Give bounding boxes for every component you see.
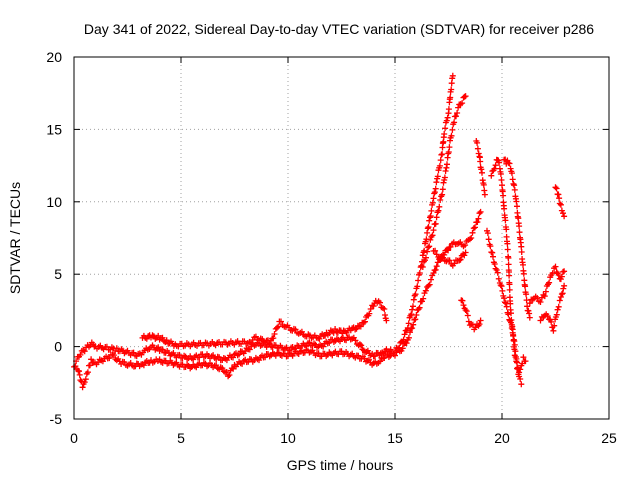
series-jump-c <box>473 138 488 198</box>
y-tick-label: 0 <box>54 339 62 355</box>
series-tail-d <box>484 227 525 388</box>
series-late-g <box>526 263 568 307</box>
series-spike-e <box>488 156 529 376</box>
series-late-h <box>537 282 568 334</box>
series-dropped-b <box>458 297 484 333</box>
x-tick-label: 0 <box>70 430 78 446</box>
series-late-i <box>552 184 568 220</box>
grid <box>74 57 609 419</box>
x-tick-label: 10 <box>280 430 296 446</box>
series-base-mid <box>73 334 394 365</box>
series-base-high <box>139 297 390 350</box>
data-points <box>71 72 568 391</box>
x-tick-label: 25 <box>601 430 617 446</box>
y-tick-label: 10 <box>46 194 62 210</box>
x-axis-label: GPS time / hours <box>287 457 394 473</box>
y-ticks: -5 0 5 10 15 20 <box>46 49 609 427</box>
y-axis-label: SDTVAR / TECUs <box>7 182 23 294</box>
y-tick-label: -5 <box>50 411 63 427</box>
x-tick-label: 5 <box>177 430 185 446</box>
series-mid-cluster-a <box>430 247 469 269</box>
y-tick-label: 20 <box>46 49 62 65</box>
chart-title: Day 341 of 2022, Sidereal Day-to-day VTE… <box>84 21 594 37</box>
series-rise-a <box>392 72 456 354</box>
x-tick-label: 15 <box>387 430 403 446</box>
series-spike-f <box>501 156 533 321</box>
y-tick-label: 15 <box>46 121 62 137</box>
series-rise-b <box>419 93 469 270</box>
y-tick-label: 5 <box>54 266 62 282</box>
series-base-low <box>71 208 484 391</box>
x-tick-label: 20 <box>494 430 510 446</box>
plot-frame <box>73 56 610 420</box>
x-ticks: 0 5 10 15 20 25 <box>70 57 617 446</box>
